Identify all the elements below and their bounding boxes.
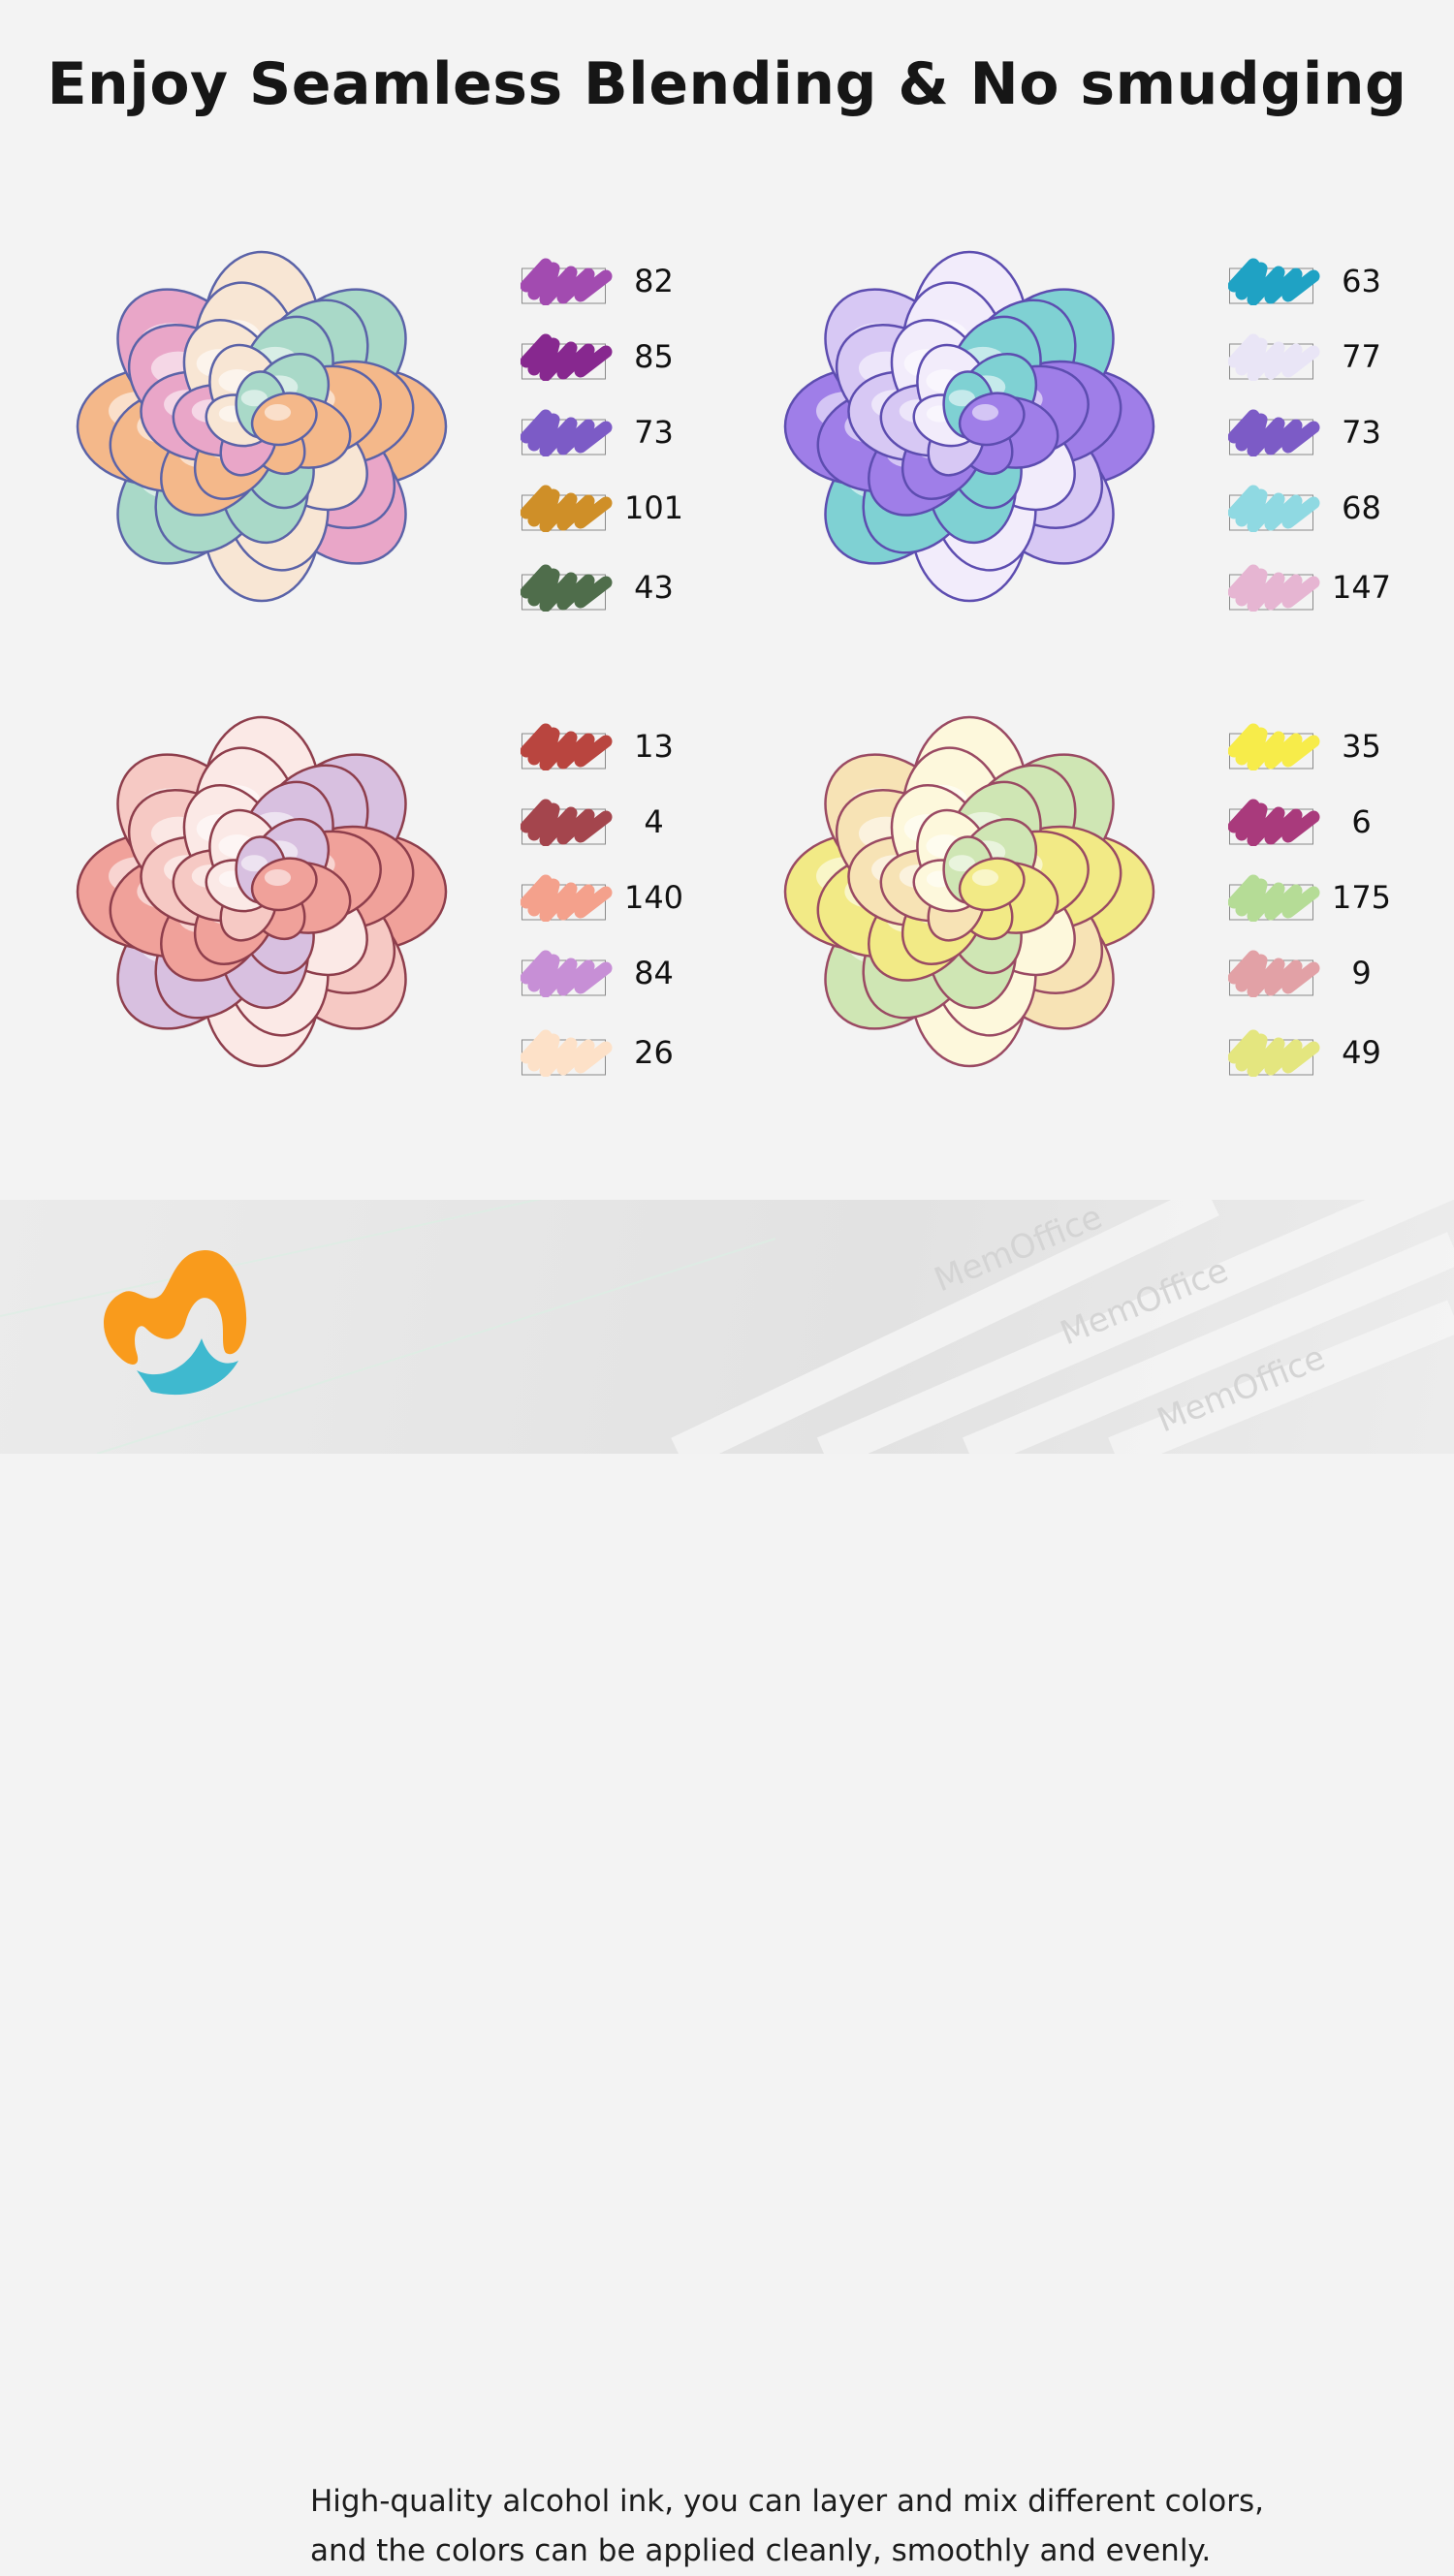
swatch-scribble [1228, 874, 1320, 922]
swatch-scribble [521, 799, 613, 846]
color-number: 35 [1342, 728, 1381, 765]
succulent-illustration-2 [732, 228, 1207, 644]
color-number: 49 [1342, 1034, 1381, 1071]
swatch-scribble [521, 258, 613, 305]
color-swatch: 49 [1228, 1028, 1403, 1077]
swatch-scribble [1228, 723, 1320, 770]
color-swatch: 68 [1228, 484, 1403, 532]
swatch-scribble [521, 1029, 613, 1077]
footer-band: MemOffice MemOffice MemOffice High-quali… [0, 1200, 1454, 2568]
succulent-illustration-3 [24, 693, 499, 1110]
swatch-scribble [521, 874, 613, 922]
color-number: 63 [1342, 263, 1381, 299]
color-swatch: 6 [1228, 798, 1403, 846]
color-swatch: 147 [1228, 563, 1403, 612]
headline: Enjoy Seamless Blending & No smudging [47, 50, 1407, 118]
color-swatch: 101 [521, 484, 695, 532]
brand-logo [103, 1249, 247, 1396]
color-number: 175 [1331, 879, 1392, 916]
color-number: 85 [634, 338, 674, 375]
color-number: 77 [1342, 338, 1381, 375]
color-swatch: 9 [1228, 949, 1403, 997]
color-swatch: 4 [521, 798, 695, 846]
color-swatch: 63 [1228, 257, 1403, 305]
color-number: 68 [1342, 489, 1381, 526]
color-swatch: 35 [1228, 722, 1403, 770]
swatch-scribble [1228, 799, 1320, 846]
petal-highlight [971, 869, 999, 887]
swatch-scribble [1228, 564, 1320, 612]
color-number: 73 [634, 414, 674, 451]
color-number: 6 [1351, 803, 1372, 840]
swatch-scribble [521, 485, 613, 532]
color-number: 13 [634, 728, 674, 765]
color-number: 43 [634, 569, 674, 606]
color-number: 84 [634, 955, 674, 991]
swatch-scribble [1228, 258, 1320, 305]
color-number: 140 [623, 879, 684, 916]
color-number: 9 [1351, 955, 1372, 991]
caption-line-1: High-quality alcohol ink, you can layer … [310, 2484, 1264, 2519]
swatch-scribble [521, 950, 613, 997]
caption-line-2: and the colors can be applied cleanly, s… [310, 2533, 1212, 2568]
succulent-illustration-1 [24, 228, 499, 644]
petal-highlight [948, 855, 975, 872]
color-number: 4 [644, 803, 664, 840]
color-number: 82 [634, 263, 674, 299]
petal-highlight [264, 404, 292, 422]
swatch-scribble [521, 333, 613, 381]
succulent-illustration-4 [732, 693, 1207, 1110]
swatch-scribble [521, 564, 613, 612]
swatch-scribble [1228, 950, 1320, 997]
swatch-scribble [521, 409, 613, 456]
color-swatch: 26 [521, 1028, 695, 1077]
color-swatch: 43 [521, 563, 695, 612]
caption: High-quality alcohol ink, you can layer … [310, 2477, 1264, 2576]
color-number: 147 [1331, 569, 1392, 606]
color-swatch: 77 [1228, 332, 1403, 381]
color-swatch: 13 [521, 722, 695, 770]
petal-highlight [971, 404, 999, 422]
swatch-scribble [1228, 409, 1320, 456]
color-swatch: 73 [1228, 408, 1403, 456]
color-swatch: 73 [521, 408, 695, 456]
petal-highlight [240, 390, 268, 407]
marker-background: MemOffice MemOffice MemOffice [0, 1200, 1454, 1454]
color-number: 73 [1342, 414, 1381, 451]
swatch-scribble [1228, 1029, 1320, 1077]
color-swatch: 82 [521, 257, 695, 305]
color-swatch: 175 [1228, 873, 1403, 922]
color-number: 101 [623, 489, 684, 526]
color-swatch: 85 [521, 332, 695, 381]
petal-highlight [948, 390, 975, 407]
color-swatch: 140 [521, 873, 695, 922]
petal-highlight [264, 869, 292, 887]
color-swatch: 84 [521, 949, 695, 997]
swatch-scribble [521, 723, 613, 770]
petal-highlight [240, 855, 268, 872]
color-number: 26 [634, 1034, 674, 1071]
swatch-scribble [1228, 333, 1320, 381]
swatch-scribble [1228, 485, 1320, 532]
